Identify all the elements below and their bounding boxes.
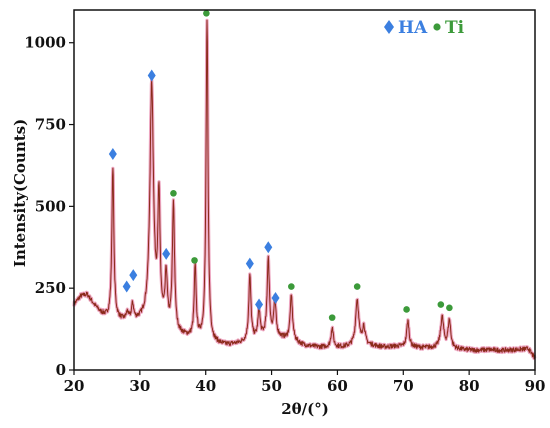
y-tick-label-0: 0 bbox=[56, 361, 66, 379]
x-tick-label-60: 60 bbox=[327, 377, 348, 395]
ha-peak-marker-6 bbox=[255, 298, 264, 311]
ti-peak-marker-8 bbox=[446, 304, 453, 312]
legend: HA Ti bbox=[384, 18, 465, 38]
ti-peak-marker-4 bbox=[328, 314, 336, 321]
ha-peak-marker-7 bbox=[264, 241, 273, 254]
x-tick-label-40: 40 bbox=[195, 377, 216, 395]
plot-frame bbox=[73, 9, 536, 371]
x-tick-label-30: 30 bbox=[129, 377, 150, 395]
ti-peak-marker-6 bbox=[403, 306, 410, 313]
y-tick-label-250: 250 bbox=[35, 279, 66, 297]
ha-peak-marker-1 bbox=[122, 280, 131, 293]
y-tick-label-500: 500 bbox=[35, 197, 66, 215]
y-tick-label-1000: 1000 bbox=[24, 34, 66, 52]
ti-peak-marker-1 bbox=[191, 257, 198, 264]
ti-peak-marker-0 bbox=[170, 189, 177, 197]
ti-peak-marker-2 bbox=[203, 9, 210, 17]
ti-peak-marker-5 bbox=[353, 283, 361, 290]
y-axis-title: Intensity(Counts) bbox=[11, 119, 29, 267]
ha-peak-marker-4 bbox=[162, 247, 171, 260]
ha-peak-marker-8 bbox=[271, 292, 280, 304]
x-tick-label-50: 50 bbox=[261, 377, 282, 395]
x-tick-label-90: 90 bbox=[525, 377, 546, 395]
axes: 20 30 40 50 60 70 80 90 0 250 500 750 1000 bbox=[24, 9, 546, 395]
ha-peak-marker-0 bbox=[108, 148, 117, 160]
legend-ti-label: Ti bbox=[445, 18, 465, 38]
ha-peak-marker-3 bbox=[147, 69, 156, 82]
x-axis-title: 2θ/(°) bbox=[281, 400, 329, 418]
ha-peak-marker-5 bbox=[245, 257, 254, 270]
ti-peak-marker-7 bbox=[437, 301, 445, 308]
plot-area bbox=[72, 9, 537, 361]
spectrum-line bbox=[73, 19, 536, 359]
ha-peak-marker-2 bbox=[129, 269, 138, 282]
legend-ti-marker bbox=[433, 23, 441, 31]
x-tick-label-80: 80 bbox=[459, 377, 480, 395]
x-tick-label-20: 20 bbox=[64, 377, 85, 395]
x-tick-label-70: 70 bbox=[393, 377, 414, 395]
ti-peak-marker-3 bbox=[288, 283, 295, 290]
y-tick-label-750: 750 bbox=[35, 116, 66, 134]
legend-ha-marker bbox=[384, 20, 394, 34]
legend-ha-label: HA bbox=[398, 18, 428, 38]
